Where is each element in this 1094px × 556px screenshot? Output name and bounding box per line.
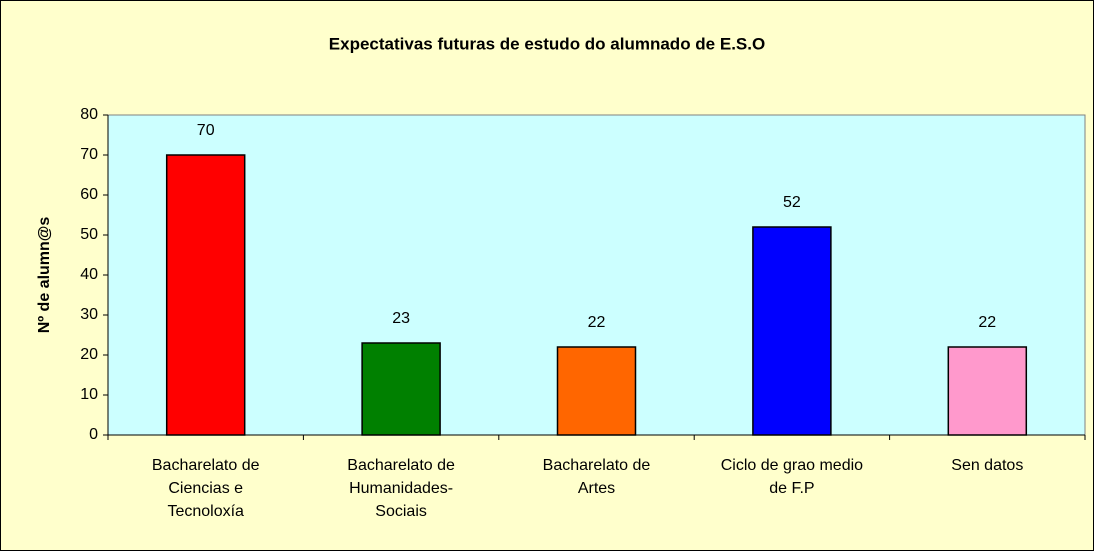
y-tick-label: 30 (80, 306, 98, 323)
y-axis-label: Nº de alumn@s (36, 217, 53, 334)
bar (752, 226, 832, 436)
bar (556, 346, 637, 436)
x-tick-label: Ciclo de grao medio de F.P (721, 457, 863, 497)
x-tick-label: Bacharelato de Humanidades-Sociais (347, 457, 455, 520)
x-tick-label: Bacharelato de Ciencias e Tecnoloxía (152, 457, 260, 520)
y-tick-label: 40 (80, 266, 98, 283)
y-tick-label: 0 (89, 426, 98, 443)
y-tick-label: 10 (80, 386, 98, 403)
x-tick-label: Bacharelato de Artes (543, 457, 651, 497)
y-tick-label: 80 (80, 106, 98, 123)
chart-title: Expectativas futuras de estudo do alumna… (329, 34, 765, 53)
bar (165, 154, 246, 436)
y-tick-label: 20 (80, 346, 98, 363)
value-label: 23 (392, 310, 410, 327)
y-tick-label: 70 (80, 146, 98, 163)
bar (361, 342, 441, 436)
y-tick-label: 60 (80, 186, 98, 203)
value-label: 22 (978, 314, 996, 331)
bar (947, 346, 1028, 436)
value-label: 52 (783, 194, 801, 211)
y-tick-label: 50 (80, 226, 98, 243)
value-label: 22 (588, 314, 606, 331)
x-tick-label: Sen datos (951, 457, 1023, 474)
value-label: 70 (197, 122, 215, 139)
